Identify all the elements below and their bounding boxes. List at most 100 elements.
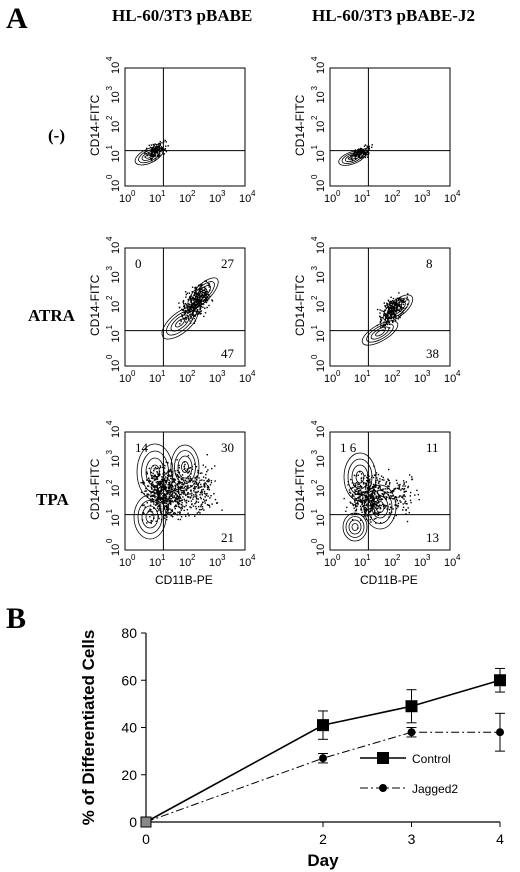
scatter-dot — [194, 310, 196, 312]
y-tick-exponent: 2 — [310, 115, 319, 120]
scatter-dot — [162, 499, 164, 501]
scatter-dot — [360, 519, 362, 521]
scatter-dot — [172, 512, 175, 514]
scatter-dot — [376, 512, 378, 515]
y-tick-label: 10 — [110, 360, 122, 372]
scatter-dot — [152, 475, 155, 478]
scatter-dot — [359, 505, 362, 507]
scatter-dot — [142, 511, 145, 514]
scatter-dot — [395, 301, 397, 303]
x-axis-label: CD11B-PE — [360, 573, 418, 587]
scatter-dot — [169, 484, 171, 486]
scatter-dot — [195, 292, 197, 294]
scatter-dot — [395, 302, 398, 304]
scatter-dot — [167, 504, 169, 506]
scatter-dot — [178, 506, 181, 508]
scatter-dot — [176, 495, 178, 498]
scatter-dot — [162, 495, 164, 497]
scatter-dot — [164, 499, 166, 501]
scatter-dot — [365, 486, 367, 488]
scatter-dot — [354, 491, 356, 493]
x-tick-label: 10 — [209, 557, 221, 569]
scatter-dot — [370, 514, 372, 516]
scatter-dot — [187, 485, 189, 488]
scatter-dot — [159, 465, 162, 467]
x-tick-label: 10 — [179, 557, 191, 569]
scatter-dot — [198, 296, 200, 299]
scatter-dot — [158, 486, 161, 489]
scatter-dot — [177, 505, 180, 508]
scatter-dot — [169, 485, 171, 487]
y-axis-label: CD14-FITC — [293, 458, 307, 520]
scatter-dot — [159, 509, 161, 511]
scatter-dot — [364, 509, 366, 512]
scatter-dot — [204, 496, 206, 498]
scatter-dot — [404, 490, 406, 493]
scatter-dot — [388, 512, 391, 514]
scatter-dot — [379, 309, 381, 311]
scatter-dot — [383, 314, 385, 316]
scatter-dot — [150, 158, 152, 161]
scatter-dot — [157, 490, 159, 492]
scatter-dot — [355, 498, 358, 500]
density-contour — [170, 314, 190, 332]
scatter-dot — [369, 504, 371, 507]
scatter-dot — [351, 482, 354, 484]
scatter-dot — [153, 468, 155, 470]
y-tick-label: 10 — [315, 514, 327, 526]
scatter-dot — [187, 500, 190, 502]
density-contour — [370, 326, 390, 340]
density-contour — [345, 516, 365, 538]
scatter-dot — [174, 478, 176, 480]
scatter-dot — [377, 505, 379, 507]
scatter-dot — [168, 499, 171, 502]
scatter-dot — [187, 471, 190, 473]
scatter-dot — [181, 474, 184, 476]
scatter-dot — [165, 500, 167, 502]
scatter-dot — [203, 484, 205, 487]
scatter-dot — [192, 299, 195, 301]
series-jagged2 — [140, 712, 505, 828]
scatter-dot — [174, 484, 176, 486]
scatter-dot — [154, 489, 156, 491]
scatter-dot — [149, 146, 152, 149]
scatter-dot — [359, 153, 362, 155]
scatter-dot — [196, 298, 199, 300]
scatter-dot — [368, 145, 370, 148]
density-contour — [361, 320, 399, 346]
scatter-dot — [169, 491, 171, 494]
scatter-dot — [154, 497, 156, 499]
scatter-dot — [184, 479, 187, 482]
scatter-dot — [173, 481, 175, 483]
scatter-dot — [168, 482, 170, 484]
scatter-dot — [370, 501, 372, 504]
scatter-dot — [361, 156, 363, 158]
scatter-dot — [159, 490, 161, 492]
scatter-dot — [380, 319, 383, 321]
scatter-dot — [189, 320, 191, 322]
scatter-dot — [169, 483, 171, 485]
scatter-dot — [205, 291, 207, 293]
scatter-dot — [399, 314, 402, 317]
scatter-dot — [197, 501, 200, 503]
scatter-dot — [203, 492, 206, 494]
scatter-dot — [374, 504, 376, 506]
scatter-dot — [372, 486, 374, 488]
scatter-dot — [368, 483, 370, 485]
scatter-dot — [367, 514, 369, 516]
scatter-dot — [354, 497, 356, 499]
scatter-dot — [355, 151, 357, 153]
scatter-dot — [185, 470, 187, 472]
scatter-dot — [418, 498, 420, 501]
scatter-dot — [158, 496, 160, 498]
scatter-dot — [375, 517, 377, 520]
density-contour — [375, 329, 385, 337]
scatter-dot — [197, 487, 199, 489]
scatter-dot — [149, 508, 151, 510]
scatter-dot — [160, 512, 162, 514]
scatter-dot — [177, 490, 179, 493]
scatter-dot — [406, 303, 409, 305]
scatter-dot — [154, 479, 157, 481]
scatter-dot — [363, 516, 365, 518]
